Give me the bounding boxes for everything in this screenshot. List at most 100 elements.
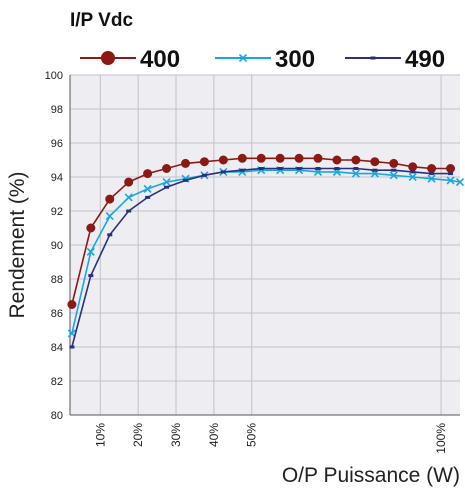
data-point-490 (315, 167, 321, 170)
y-tick-label: 88 (51, 274, 63, 286)
data-point-400 (67, 300, 77, 309)
legend-label: 490 (405, 46, 445, 73)
x-tick-label: 30% (169, 423, 183, 447)
data-point-400 (199, 157, 209, 167)
data-point-400 (143, 169, 153, 179)
marker-stroke (67, 329, 76, 338)
data-point-400 (408, 162, 418, 172)
data-point-400 (351, 155, 361, 165)
marker-stroke (408, 172, 417, 182)
y-tick-label: 86 (51, 308, 63, 320)
y-axis-label: Rendement (%) (6, 171, 29, 318)
x-tick-label: 50% (245, 423, 259, 447)
data-point-490 (107, 233, 113, 237)
data-point-300 (351, 169, 360, 178)
data-point-300 (124, 193, 133, 202)
data-point-300 (143, 184, 152, 193)
y-tick-label: 92 (51, 206, 63, 218)
data-point-490 (145, 195, 151, 199)
legend-title: I/P Vdc (70, 10, 133, 31)
data-point-490 (126, 209, 132, 213)
data-point-300 (408, 172, 417, 182)
data-point-400 (86, 223, 96, 233)
legend-marker (101, 51, 115, 65)
marker-stroke (455, 178, 465, 187)
y-tick-label: 82 (51, 376, 63, 388)
data-point-490 (334, 167, 340, 170)
y-tick-label: 80 (51, 410, 63, 422)
data-point-300 (86, 247, 95, 256)
data-point-490 (277, 167, 283, 170)
data-point-490 (258, 167, 264, 170)
marker-stroke (162, 178, 171, 187)
data-point-490 (353, 167, 359, 170)
data-point-490 (164, 185, 170, 189)
data-point-400 (427, 164, 437, 173)
series-line-300 (71, 169, 461, 334)
data-point-490 (239, 168, 245, 172)
data-point-400 (256, 153, 266, 163)
data-point-300 (455, 178, 465, 187)
data-point-490 (448, 172, 454, 176)
legend: 400 300 490 (80, 46, 445, 73)
gridlines (69, 74, 460, 416)
data-point-490 (429, 172, 435, 176)
x-tick-label: 100% (434, 423, 448, 454)
marker-stroke (351, 169, 360, 178)
data-point-400 (218, 155, 228, 165)
y-tick-label: 100 (45, 70, 63, 82)
data-point-490 (201, 173, 207, 177)
marker-stroke (389, 171, 398, 180)
y-axis-ticks: 80 82 84 86 88 90 92 94 96 98 100 (45, 70, 63, 422)
legend-label: 400 (140, 46, 180, 73)
data-point-400 (162, 164, 172, 173)
data-point-400 (105, 194, 115, 204)
legend-item-490: 490 (345, 46, 445, 73)
y-tick-label: 84 (51, 342, 63, 354)
data-point-400 (389, 158, 399, 168)
data-point-400 (332, 155, 342, 165)
marker-stroke (427, 174, 436, 183)
x-tick-label: 40% (207, 423, 221, 447)
legend-item-300: 300 (215, 46, 315, 73)
marker-stroke (105, 212, 114, 221)
data-point-400 (294, 153, 304, 163)
legend-marker (370, 56, 376, 60)
legend-item-400: 400 (80, 46, 180, 73)
data-point-400 (313, 153, 323, 163)
series-300 (67, 166, 465, 338)
data-point-400 (237, 153, 247, 163)
data-point-300 (389, 171, 398, 180)
marker-stroke (143, 184, 152, 193)
marker-stroke (446, 176, 455, 185)
x-axis-ticks: 10% 20% 30% 40% 50% 100% (93, 423, 448, 454)
data-point-300 (105, 212, 114, 221)
series-400 (67, 153, 456, 309)
legend-marker (238, 53, 248, 63)
data-point-490 (182, 178, 188, 182)
y-tick-label: 90 (51, 240, 63, 252)
x-tick-label: 20% (131, 423, 145, 447)
x-axis-label: O/P Puissance (W) (282, 464, 460, 487)
data-point-490 (220, 170, 226, 174)
data-point-490 (410, 170, 416, 174)
marker-stroke (86, 247, 95, 256)
data-point-300 (427, 174, 436, 183)
data-point-300 (446, 176, 455, 185)
data-point-300 (162, 178, 171, 187)
x-tick-label: 10% (93, 423, 107, 447)
y-tick-label: 96 (51, 138, 63, 150)
data-point-490 (88, 274, 94, 278)
data-point-400 (124, 177, 134, 187)
marker-stroke (238, 53, 248, 63)
series-490 (69, 167, 454, 349)
data-point-490 (296, 167, 302, 170)
data-point-400 (180, 158, 190, 168)
series-layer (67, 153, 465, 349)
data-point-400 (275, 153, 285, 163)
data-point-400 (370, 157, 380, 167)
marker-stroke (124, 193, 133, 202)
data-point-490 (372, 168, 378, 172)
y-tick-label: 94 (51, 172, 63, 184)
